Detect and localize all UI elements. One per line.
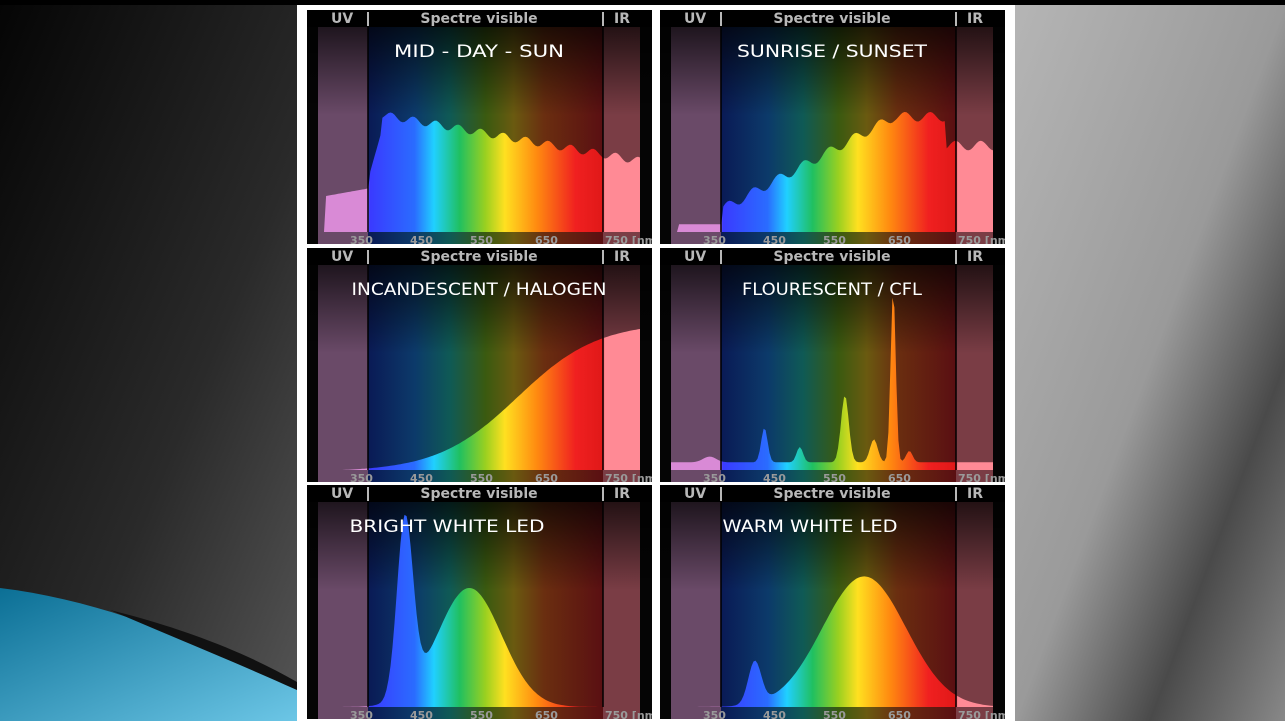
ir-label: IR xyxy=(967,249,983,265)
ir-label: IR xyxy=(614,249,630,265)
visible-label: Spectre visible xyxy=(420,11,537,27)
visible-label: Spectre visible xyxy=(773,249,890,265)
panel-title: INCANDESCENT / HALOGEN xyxy=(352,280,607,300)
visible-label: Spectre visible xyxy=(420,486,537,502)
uv-label: UV xyxy=(331,249,353,265)
panel-title: FLOURESCENT / CFL xyxy=(742,280,923,300)
uv-label: UV xyxy=(684,11,706,27)
ir-label: IR xyxy=(967,11,983,27)
visible-label: Spectre visible xyxy=(773,11,890,27)
slide: UVSpectre visibleIRMID - DAY - SUN350450… xyxy=(0,0,1285,721)
uv-label: UV xyxy=(331,11,353,27)
ir-label: IR xyxy=(967,486,983,502)
uv-label: UV xyxy=(331,486,353,502)
panel-title: BRIGHT WHITE LED xyxy=(350,517,545,537)
ir-label: IR xyxy=(614,486,630,502)
visible-label: Spectre visible xyxy=(773,486,890,502)
spectrum-panel: UV Spectre visible IR INCANDESCENT / HALOGE… xyxy=(307,248,661,485)
uv-label: UV xyxy=(684,249,706,265)
panel-title: MID - DAY - SUN xyxy=(394,42,564,62)
panel-title: WARM WHITE LED xyxy=(723,517,898,537)
right-background xyxy=(1015,5,1285,721)
visible-label: Spectre visible xyxy=(420,249,537,265)
panel-body: UV Spectre visible IR INCANDESCENT / HALOGE… xyxy=(307,248,661,485)
ir-label: IR xyxy=(614,11,630,27)
uv-label: UV xyxy=(684,486,706,502)
panel-title: SUNRISE / SUNSET xyxy=(737,42,928,62)
